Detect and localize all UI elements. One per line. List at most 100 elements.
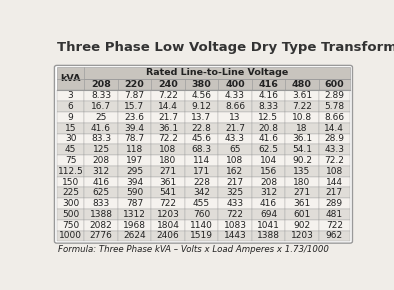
Text: 72.2: 72.2 bbox=[324, 156, 344, 165]
Bar bbox=[319, 220, 350, 231]
Text: 150: 150 bbox=[62, 177, 79, 186]
Text: 171: 171 bbox=[193, 167, 210, 176]
Bar bbox=[118, 133, 151, 144]
Text: 1083: 1083 bbox=[223, 221, 247, 230]
Bar bbox=[285, 123, 319, 133]
Text: 108: 108 bbox=[326, 167, 343, 176]
Text: 78.7: 78.7 bbox=[125, 135, 145, 144]
Bar bbox=[151, 112, 185, 123]
Text: 1443: 1443 bbox=[223, 231, 246, 240]
Bar bbox=[252, 79, 285, 90]
Bar bbox=[57, 220, 84, 231]
Text: 2082: 2082 bbox=[90, 221, 112, 230]
Bar bbox=[118, 198, 151, 209]
Bar bbox=[218, 112, 252, 123]
Text: 9: 9 bbox=[68, 113, 73, 122]
Text: 3.61: 3.61 bbox=[292, 91, 312, 100]
Bar bbox=[118, 90, 151, 101]
Bar bbox=[218, 155, 252, 166]
Bar bbox=[252, 187, 285, 198]
Bar bbox=[285, 177, 319, 187]
Text: 1519: 1519 bbox=[190, 231, 213, 240]
Text: 7.22: 7.22 bbox=[158, 91, 178, 100]
Text: 25: 25 bbox=[95, 113, 107, 122]
Text: 41.6: 41.6 bbox=[258, 135, 279, 144]
Text: 28.9: 28.9 bbox=[324, 135, 344, 144]
Bar bbox=[252, 198, 285, 209]
Bar bbox=[151, 133, 185, 144]
Bar bbox=[151, 166, 185, 177]
Text: 1203: 1203 bbox=[156, 210, 179, 219]
Bar bbox=[57, 177, 84, 187]
Text: 8.66: 8.66 bbox=[324, 113, 344, 122]
Bar bbox=[285, 133, 319, 144]
Text: 380: 380 bbox=[191, 80, 211, 89]
Text: 2.89: 2.89 bbox=[324, 91, 344, 100]
Bar bbox=[151, 155, 185, 166]
Text: 312: 312 bbox=[93, 167, 110, 176]
Bar bbox=[118, 79, 151, 90]
Bar bbox=[252, 112, 285, 123]
Text: 7.22: 7.22 bbox=[292, 102, 312, 111]
Text: 295: 295 bbox=[126, 167, 143, 176]
Bar bbox=[319, 90, 350, 101]
Bar bbox=[185, 177, 218, 187]
Bar bbox=[84, 144, 118, 155]
Bar bbox=[218, 187, 252, 198]
Bar bbox=[319, 79, 350, 90]
Bar bbox=[319, 231, 350, 241]
Text: 416: 416 bbox=[258, 80, 279, 89]
Text: 21.7: 21.7 bbox=[225, 124, 245, 133]
Text: 1388: 1388 bbox=[257, 231, 280, 240]
Text: 14.4: 14.4 bbox=[324, 124, 344, 133]
Bar bbox=[285, 198, 319, 209]
Text: 416: 416 bbox=[93, 177, 110, 186]
Bar bbox=[84, 231, 118, 241]
Text: 8.33: 8.33 bbox=[91, 91, 111, 100]
Text: 9.12: 9.12 bbox=[191, 102, 212, 111]
Text: 4.33: 4.33 bbox=[225, 91, 245, 100]
Bar bbox=[185, 90, 218, 101]
Bar bbox=[185, 209, 218, 220]
Bar bbox=[252, 144, 285, 155]
Bar bbox=[319, 198, 350, 209]
Bar bbox=[319, 101, 350, 112]
Text: 90.2: 90.2 bbox=[292, 156, 312, 165]
Text: 54.1: 54.1 bbox=[292, 145, 312, 154]
Text: 1804: 1804 bbox=[156, 221, 179, 230]
Text: 68.3: 68.3 bbox=[191, 145, 212, 154]
Text: 8.66: 8.66 bbox=[225, 102, 245, 111]
Text: 21.7: 21.7 bbox=[158, 113, 178, 122]
Bar bbox=[218, 144, 252, 155]
Bar bbox=[84, 101, 118, 112]
Text: 600: 600 bbox=[325, 80, 344, 89]
Bar bbox=[84, 187, 118, 198]
Bar bbox=[185, 144, 218, 155]
Text: 144: 144 bbox=[326, 177, 343, 186]
Text: 1968: 1968 bbox=[123, 221, 146, 230]
Text: 108: 108 bbox=[159, 145, 177, 154]
Text: 22.8: 22.8 bbox=[191, 124, 212, 133]
Text: 400: 400 bbox=[225, 80, 245, 89]
Text: 23.6: 23.6 bbox=[125, 113, 145, 122]
Bar bbox=[84, 220, 118, 231]
Bar bbox=[319, 133, 350, 144]
Bar bbox=[319, 177, 350, 187]
Bar bbox=[118, 166, 151, 177]
Bar bbox=[118, 101, 151, 112]
Text: 902: 902 bbox=[294, 221, 310, 230]
Text: 5.78: 5.78 bbox=[324, 102, 344, 111]
Text: 3: 3 bbox=[68, 91, 73, 100]
Bar bbox=[218, 133, 252, 144]
Text: 361: 361 bbox=[159, 177, 177, 186]
Text: 15: 15 bbox=[65, 124, 76, 133]
Bar bbox=[151, 209, 185, 220]
Bar bbox=[252, 209, 285, 220]
Bar bbox=[252, 166, 285, 177]
Bar bbox=[118, 177, 151, 187]
Bar bbox=[185, 101, 218, 112]
Text: 15.7: 15.7 bbox=[125, 102, 145, 111]
Bar bbox=[57, 101, 84, 112]
Text: 18: 18 bbox=[296, 124, 308, 133]
Bar bbox=[285, 101, 319, 112]
